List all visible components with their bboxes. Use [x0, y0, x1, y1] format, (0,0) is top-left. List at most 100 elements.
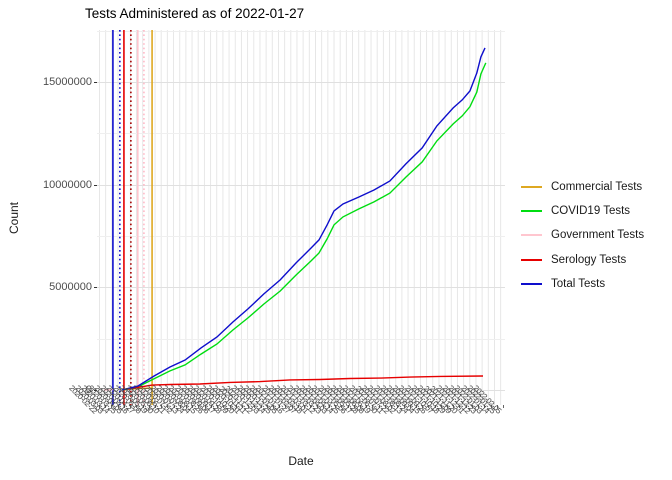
x-tick-mark: [254, 405, 256, 408]
x-tick-mark: [223, 405, 225, 408]
x-tick-mark: [422, 405, 424, 408]
series-line-total-tests: [121, 47, 486, 391]
y-tick-mark: [94, 287, 97, 289]
x-tick-mark: [210, 405, 212, 408]
x-tick-mark: [273, 405, 275, 408]
legend-label: COVID19 Tests: [551, 205, 631, 218]
x-tick-mark: [391, 405, 393, 408]
x-tick-mark: [465, 405, 467, 408]
x-tick-mark: [335, 405, 337, 408]
x-tick-mark: [403, 405, 405, 408]
x-tick-mark: [440, 405, 442, 408]
x-tick-mark: [186, 405, 187, 408]
legend-item: COVID19 Tests: [521, 199, 644, 223]
legend-line-swatch: [521, 210, 542, 213]
x-tick-mark: [217, 405, 219, 408]
x-tick-mark: [503, 405, 504, 408]
x-tick-mark: [167, 405, 169, 408]
x-tick-mark: [111, 405, 113, 408]
major-gridline: [97, 287, 505, 289]
legend-item: Commercial Tests: [521, 175, 644, 199]
x-tick-mark: [148, 405, 150, 408]
y-tick-label: 10000000: [43, 178, 92, 191]
legend-label: Government Tests: [551, 229, 645, 242]
x-tick-mark: [279, 405, 281, 408]
legend-label: Commercial Tests: [551, 181, 643, 194]
major-gridline: [97, 184, 505, 186]
x-tick-mark: [142, 405, 144, 408]
x-tick-mark: [117, 405, 119, 408]
x-tick-mark: [204, 405, 206, 408]
x-tick-mark: [297, 405, 299, 408]
x-tick-mark: [478, 405, 480, 408]
legend-item: Government Tests: [521, 223, 644, 247]
major-gridline: [97, 82, 505, 83]
legend-item: Total Tests: [521, 272, 644, 296]
x-tick-mark: [179, 405, 181, 408]
x-tick-mark: [235, 405, 237, 408]
x-tick-mark: [173, 405, 175, 408]
x-tick-mark: [360, 405, 362, 408]
x-tick-mark: [471, 405, 473, 408]
minor-gridline: [97, 338, 505, 340]
x-tick-mark: [447, 405, 449, 408]
x-tick-mark: [496, 405, 498, 408]
x-tick-mark: [366, 405, 368, 408]
x-tick-mark: [347, 405, 349, 408]
x-tick-mark: [353, 405, 355, 408]
x-tick-mark: [105, 405, 107, 408]
x-tick-mark: [378, 405, 380, 408]
x-tick-mark: [154, 405, 156, 408]
minor-gridline: [97, 133, 505, 135]
chart-title: Tests Administered as of 2022-01-27: [85, 6, 305, 21]
x-tick-mark: [434, 405, 436, 408]
x-tick-mark: [409, 405, 411, 408]
y-tick-mark: [94, 390, 97, 391]
series-line-covid19-tests: [121, 62, 487, 391]
x-tick-mark: [161, 405, 163, 408]
y-tick-label: 5000000: [49, 281, 92, 294]
x-tick-mark: [484, 405, 486, 408]
y-tick-mark: [94, 82, 97, 83]
x-tick-mark: [322, 405, 324, 408]
x-tick-mark: [415, 405, 417, 408]
x-tick-mark: [428, 405, 430, 408]
series-line-serology-tests: [127, 375, 484, 390]
x-tick-mark: [130, 405, 132, 408]
x-tick-mark: [198, 405, 200, 408]
x-tick-mark: [310, 405, 312, 408]
x-tick-mark: [285, 405, 287, 408]
x-tick-mark: [304, 405, 306, 408]
x-tick-mark: [316, 405, 318, 408]
x-tick-mark: [99, 405, 100, 408]
x-tick-mark: [248, 405, 250, 408]
plot-panel: [97, 30, 505, 405]
y-tick-label: 15000000: [43, 76, 92, 88]
x-tick-mark: [453, 405, 455, 408]
x-tick-mark: [241, 405, 243, 408]
x-tick-mark: [123, 405, 125, 408]
legend-line-swatch: [521, 234, 542, 237]
x-tick-mark: [341, 405, 343, 408]
x-axis-title: Date: [288, 454, 314, 468]
x-tick-mark: [372, 405, 374, 408]
x-tick-mark: [192, 405, 194, 408]
legend-line-swatch: [521, 282, 542, 285]
legend-line-swatch: [521, 186, 542, 189]
x-tick-mark: [384, 405, 386, 408]
y-axis-title: Count: [7, 201, 21, 235]
legend-label: Total Tests: [551, 277, 606, 290]
x-tick-mark: [397, 405, 399, 408]
x-tick-mark: [490, 405, 492, 408]
legend-item: Serology Tests: [521, 248, 644, 272]
legend: Commercial Tests COVID19 Tests Government …: [521, 175, 644, 296]
x-tick-mark: [459, 405, 461, 408]
x-tick-mark: [291, 405, 293, 408]
minor-gridline: [97, 236, 505, 237]
legend-line-swatch: [521, 258, 542, 261]
x-tick-mark: [136, 405, 138, 408]
x-tick-mark: [328, 405, 330, 408]
y-tick-mark: [94, 184, 97, 186]
minor-gridline: [97, 30, 505, 32]
